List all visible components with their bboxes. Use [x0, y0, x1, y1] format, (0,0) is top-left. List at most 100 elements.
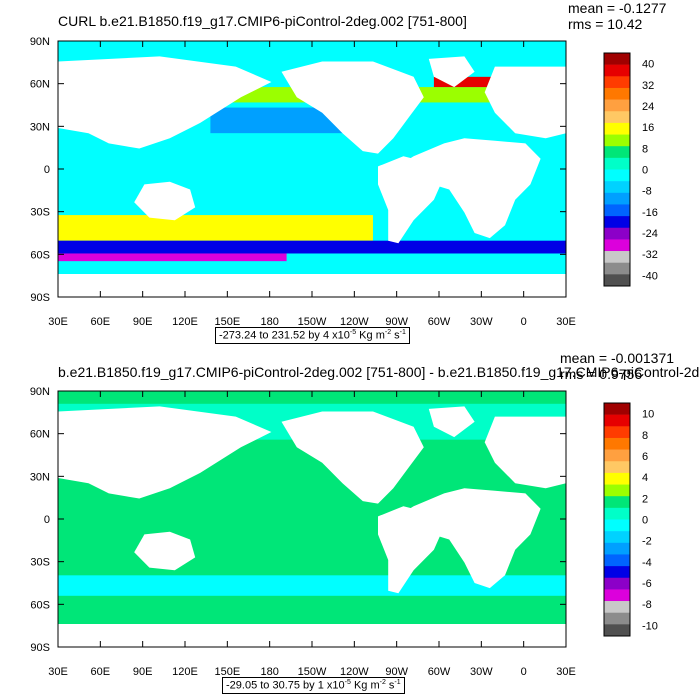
panel2-colorbar-cell: [604, 577, 630, 590]
panel1-colorbar-cell: [604, 181, 630, 194]
panel2-colorbar-label: -6: [642, 578, 652, 590]
panel2-xtick-label: 30E: [556, 666, 576, 678]
panel2-colorbar-label: 8: [642, 430, 648, 442]
panel1-colorbar-cell: [604, 192, 630, 205]
panel2-colorbar-cell: [604, 437, 630, 450]
panel1-land-australia: [134, 181, 196, 221]
band-yellow-south: [58, 215, 373, 241]
panel1-ytick-label: 30N: [30, 121, 50, 133]
panel1-colorbar-cell: [604, 251, 630, 263]
panel2-ytick-label: 90S: [30, 642, 50, 654]
panel1-xtick-label: 60W: [428, 316, 451, 328]
panel1-title: CURL b.e21.B1850.f19_g17.CMIP6-piControl…: [58, 13, 467, 29]
panel2-colorbar-cell: [604, 403, 630, 415]
panel1-colorbar-label: -32: [642, 249, 658, 261]
panel2-ytick-label: 30S: [30, 557, 50, 569]
panel1-ytick-label: 30S: [30, 207, 50, 219]
panel2-colorbar-label: 10: [642, 409, 654, 421]
panel1-rms: rms = 10.42: [568, 16, 643, 32]
panel1-mean: mean = -0.1277: [568, 0, 667, 16]
panel2-colorbar-cell: [604, 519, 630, 532]
panel2-map: 30E 60E 90E 120E 150E 180 150W 120W 90W 60W 30W 0 30…: [30, 386, 576, 678]
panel2-mean: mean = -0.001371: [560, 350, 675, 366]
panel2-xtick-label: 30W: [470, 666, 493, 678]
panel1-colorbar-label: 32: [642, 80, 654, 92]
panel1-colorbar-cell: [604, 64, 630, 77]
panel2-xtick-label: 90E: [133, 666, 153, 678]
panel2-land-europe: [484, 416, 566, 489]
panel1-xtick-label: 120E: [172, 316, 198, 328]
panel1-colorbar-cell: [604, 216, 630, 229]
panel2-land-australia: [134, 531, 196, 571]
panel2-xtick-label: 150W: [298, 666, 327, 678]
panel2-ytick-label: 0: [44, 514, 50, 526]
panel2-xtick-label: 90W: [385, 666, 408, 678]
panel2-colorbar-cell: [604, 461, 630, 474]
panel2-rms: rms = 0.9756: [560, 366, 643, 382]
panel1-ytick-label: 90N: [30, 36, 50, 48]
panel2-colorbar-label: 2: [642, 493, 648, 505]
panel1-colorbar-cell: [604, 87, 630, 100]
panel1-colorbar-cell: [604, 274, 630, 287]
panel2-xtick-label: 150E: [214, 666, 240, 678]
panel2-colorbar-cell: [604, 484, 630, 497]
panel2-xtick-label: 120E: [172, 666, 198, 678]
panel2-colorbar-label: 6: [642, 451, 648, 463]
panel1-colorbar-cell: [604, 157, 630, 170]
panel1-colorbar-cell: [604, 146, 630, 159]
panel2-range-label: -29.05 to 30.75 by 1 x10-5 Kg m-2 s-1: [222, 677, 405, 694]
panel1-xtick-label: 150E: [214, 316, 240, 328]
panel2-colorbar-cell: [604, 589, 630, 602]
panel1-colorbar-cell: [604, 99, 630, 112]
panel1-land-europe: [484, 66, 566, 139]
panel2-colorbar-cell: [604, 496, 630, 509]
panel1-range-label: -273.24 to 231.52 by 4 x10-5 Kg m-2 s-1: [215, 327, 410, 344]
panel2-colorbar-cell: [604, 531, 630, 544]
panel2-colorbar-frame: [603, 402, 631, 637]
band-magenta-south: [58, 253, 287, 262]
panel1-colorbar-cell: [604, 53, 630, 65]
panel1-colorbar-cell: [604, 227, 630, 240]
panel2-xtick-label: 30E: [48, 666, 68, 678]
panel1-xtick-label: 60E: [91, 316, 111, 328]
panel1-colorbar: 40 32 24 16 8 0 -8 -16 -24 -32 -40: [603, 52, 658, 287]
panel2-colorbar-label: -8: [642, 599, 652, 611]
panel1-colorbar-label: 40: [642, 59, 654, 71]
panel2-land-greenland: [428, 406, 475, 438]
panel1-colorbar-cell: [604, 76, 630, 89]
panel2-colorbar-cell: [604, 449, 630, 462]
panel1-ytick-label: 60N: [30, 79, 50, 91]
panel2-ytick-label: 60N: [30, 429, 50, 441]
panel2-title: b.e21.B1850.f19_g17.CMIP6-piControl-2deg…: [58, 364, 700, 380]
panel2-colorbar-cell: [604, 414, 630, 427]
band-blue-south: [58, 240, 566, 254]
panel1-land-eurasia: [58, 56, 272, 149]
panel1-colorbar-label: 8: [642, 143, 648, 155]
panel1-land-greenland: [428, 56, 475, 88]
panel1-colorbar-cell: [604, 111, 630, 124]
panel1-xtick-label: 30E: [48, 316, 68, 328]
panel2-colorbar-label: -4: [642, 557, 652, 569]
panel1-colorbar-cell: [604, 134, 630, 147]
panel1-ytick-label: 90S: [30, 292, 50, 304]
panel2-ytick-label: 90N: [30, 386, 50, 398]
panel1-colorbar-cell: [604, 262, 630, 275]
band-red-north: [433, 76, 495, 88]
panel2-colorbar-cell: [604, 601, 630, 613]
panel1-ytick-label: 0: [44, 164, 50, 176]
panel1-xtick-label: 30E: [556, 316, 576, 328]
panel1-colorbar-label: 16: [642, 122, 654, 134]
panel1-land-samerica: [378, 156, 445, 244]
panel1-land-africa: [393, 138, 541, 239]
panel1-colorbar-cell: [604, 239, 630, 252]
panel2-colorbar-label: 4: [642, 472, 648, 484]
panel1-xtick-label: 30W: [470, 316, 493, 328]
panel2-colorbar-cell: [604, 612, 630, 625]
panel2-ytick-label: 60S: [30, 599, 50, 611]
panel1-colorbar-label: -16: [642, 207, 658, 219]
panel2-colorbar-cell: [604, 554, 630, 567]
panel1-xtick-label: 0: [521, 316, 527, 328]
panel1-xtick-label: 120W: [340, 316, 369, 328]
panel2-xtick-label: 60W: [428, 666, 451, 678]
panel2-xtick-label: 60E: [91, 666, 111, 678]
